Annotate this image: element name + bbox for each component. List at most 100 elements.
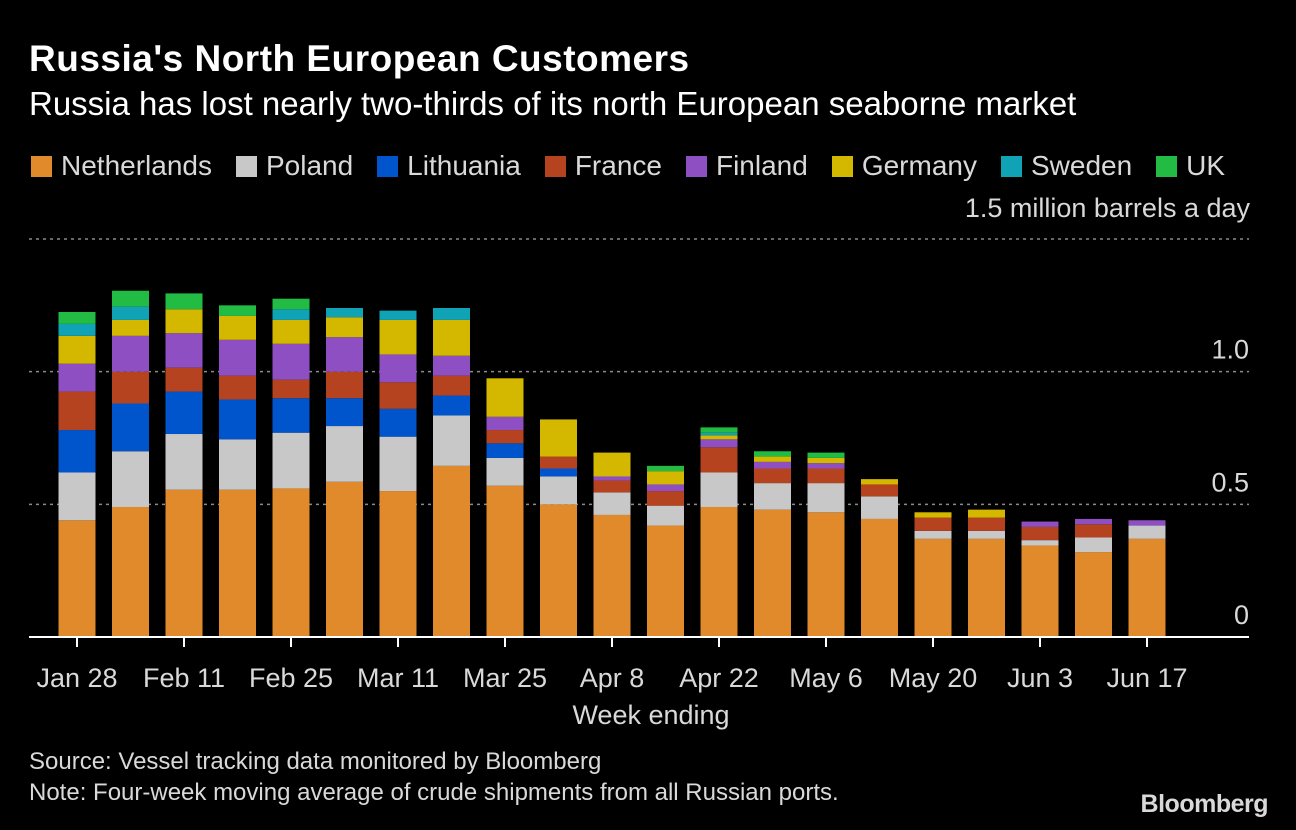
x-tick-label: Jan 28 [36, 663, 117, 693]
bar-segment-finland [112, 335, 149, 372]
x-tick-label: May 20 [889, 663, 978, 693]
bar-segment-finland [326, 337, 363, 372]
bar-segment-poland [700, 472, 738, 507]
bar-segment-poland [112, 451, 149, 507]
bar-segment-poland [165, 434, 203, 490]
legend-swatch [235, 155, 257, 177]
bar-segment-finland [593, 476, 631, 481]
bar-segment-sweden [700, 432, 738, 436]
bar-segment-france [58, 391, 96, 431]
bar-segment-poland [1075, 537, 1112, 553]
bar-segment-netherlands [647, 525, 684, 637]
legend-label: Netherlands [61, 150, 212, 181]
bar-segment-france [540, 456, 577, 469]
bar-segment-germany [807, 457, 845, 464]
bar-segment-netherlands [58, 520, 96, 637]
bar-segment-germany [540, 419, 577, 457]
bar-segment-netherlands [165, 489, 203, 637]
legend-swatch [544, 155, 566, 177]
bar-segment-poland [379, 436, 417, 492]
legend-swatch [1000, 155, 1022, 177]
legend-item-sweden: Sweden [1000, 150, 1133, 182]
bar-segment-france [165, 367, 203, 392]
bar-segment-netherlands [1128, 538, 1166, 637]
bar-segment-poland [272, 432, 310, 489]
bloomberg-logo: Bloomberg [1140, 790, 1269, 818]
bar-segment-sweden [326, 307, 363, 318]
bar-segment-poland [219, 439, 256, 490]
x-tick-label: Apr 8 [580, 663, 645, 693]
bar-segment-lithuania [486, 443, 524, 458]
bar-segment-germany [914, 512, 952, 518]
bar-segment-finland [379, 354, 417, 383]
bar-segment-lithuania [379, 408, 417, 437]
bar-segment-finland [1128, 520, 1166, 526]
bar-segment-poland [968, 530, 1005, 539]
legend-swatch [831, 155, 853, 177]
bar-segment-finland [647, 484, 684, 492]
chart-subtitle: Russia has lost nearly two-thirds of its… [29, 85, 1077, 122]
bar-segment-netherlands [700, 506, 738, 637]
bar-segment-poland [807, 483, 845, 513]
legend-label: Finland [715, 150, 808, 181]
bar-segment-sweden [433, 307, 470, 320]
bar-segment-france [326, 371, 363, 399]
bar-segment-netherlands [433, 465, 470, 637]
bar-segment-germany [112, 319, 149, 336]
bar-segment-france [914, 517, 952, 531]
bar-segment-france [754, 468, 791, 484]
bar-segment-germany [486, 378, 524, 417]
bar-segment-france [486, 430, 524, 444]
bar-segment-netherlands [379, 491, 417, 637]
bar-segment-germany [433, 319, 470, 356]
bar-segment-germany [58, 335, 96, 364]
legend-label: Lithuania [407, 150, 521, 181]
legend-label: Poland [265, 150, 354, 181]
y-tick-label: 0.5 [1211, 467, 1249, 497]
bar-segment-uk [165, 293, 203, 310]
x-tick-label: Feb 25 [249, 663, 333, 693]
bar-segment-netherlands [1075, 552, 1112, 637]
bar-segment-sweden [272, 309, 310, 320]
x-tick-label: May 6 [789, 663, 863, 693]
bar-segment-finland [1021, 521, 1059, 527]
bar-segment-netherlands [219, 489, 256, 637]
bar-segment-germany [647, 471, 684, 485]
bar-segment-lithuania [540, 468, 577, 477]
bar-segment-netherlands [968, 538, 1005, 637]
legend-item-netherlands: Netherlands [31, 150, 212, 182]
bar-segment-poland [593, 492, 631, 515]
y-tick-label: 0 [1234, 600, 1249, 630]
bar-segment-poland [1021, 540, 1059, 546]
bar-segment-netherlands [807, 512, 845, 637]
bar-segment-poland [326, 426, 363, 482]
bar-segment-poland [1128, 525, 1166, 539]
legend-label: France [574, 150, 662, 181]
legend-swatch [31, 155, 52, 177]
bar-segment-france [647, 491, 684, 506]
bar-segment-netherlands [754, 509, 791, 637]
bar-segment-sweden [112, 306, 149, 320]
bar-segment-netherlands [914, 538, 952, 637]
legend-label: Sweden [1030, 150, 1133, 181]
bar-segment-germany [219, 315, 256, 340]
bar-segment-uk [112, 290, 149, 307]
x-tick-label: Mar 25 [463, 663, 547, 693]
x-tick-label: Jun 3 [1007, 663, 1073, 693]
bar-segment-germany [165, 309, 203, 334]
bar-segment-poland [914, 530, 952, 539]
bar-segment-netherlands [112, 506, 149, 637]
bar-segment-france [700, 447, 738, 473]
bar-segment-finland [486, 416, 524, 431]
bar-segment-netherlands [326, 481, 363, 637]
x-axis-title: Week ending [572, 700, 730, 730]
bar-segment-germany [700, 435, 738, 440]
bar-segment-france [968, 517, 1005, 531]
legend-item-germany: Germany [831, 150, 977, 182]
bar-segment-poland [861, 496, 898, 519]
bar-segment-uk [272, 298, 310, 310]
bar-segment-poland [486, 457, 524, 486]
bar-segment-poland [58, 472, 96, 521]
y-axis-unit-label: 1.5 million barrels a day [964, 193, 1250, 223]
bar-segment-finland [433, 355, 470, 376]
